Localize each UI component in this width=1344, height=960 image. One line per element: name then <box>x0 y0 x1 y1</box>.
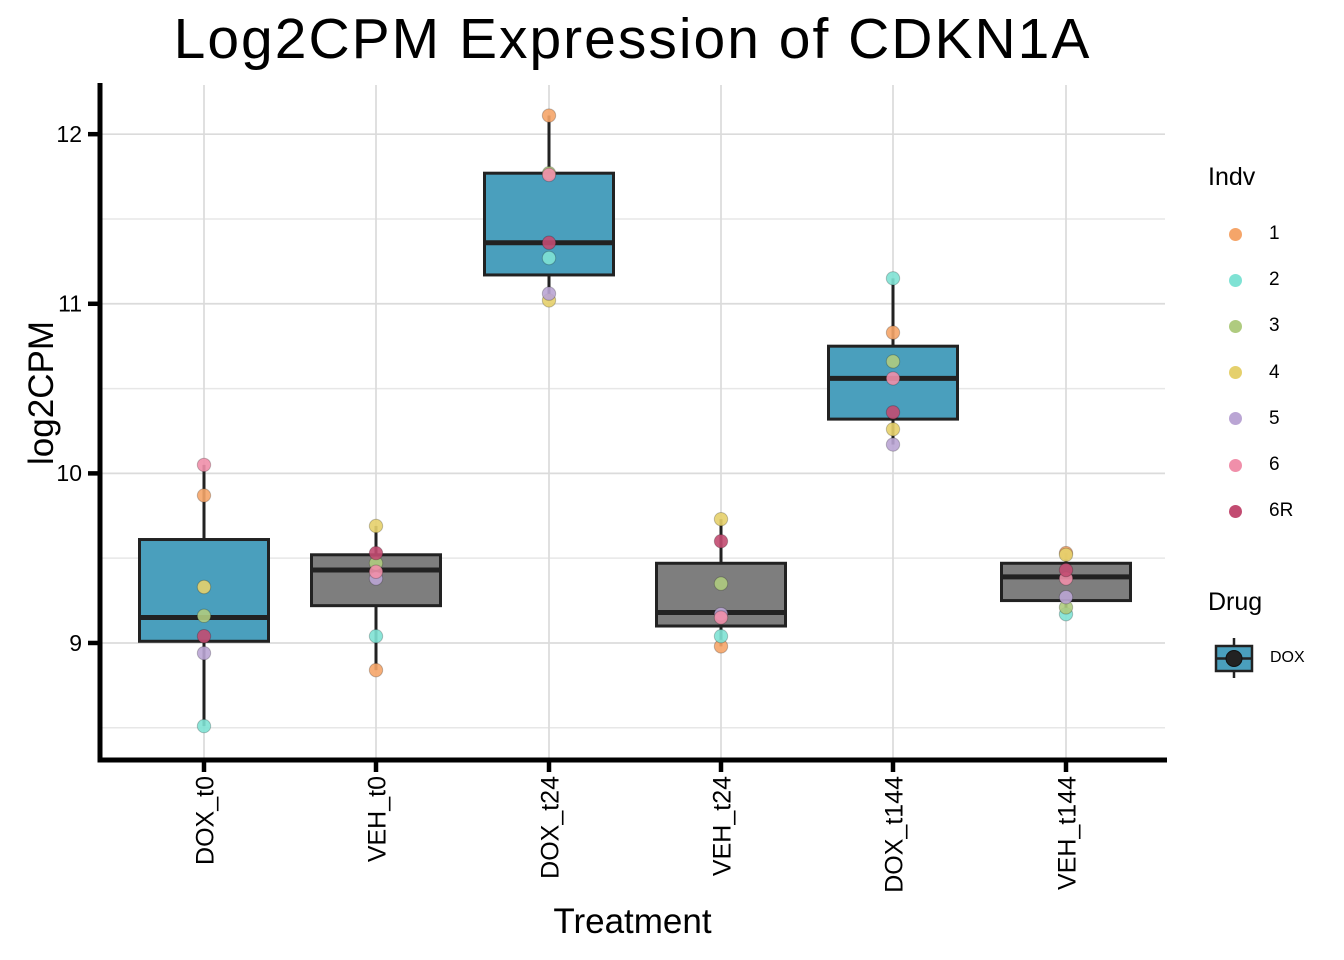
legend-item-indv-1: 1 <box>1206 211 1344 257</box>
point-indv-1 <box>541 108 557 123</box>
point-indv-4 <box>885 422 901 437</box>
point-indv-3 <box>713 576 729 591</box>
legend-drug: Drug DOX <box>1206 588 1344 680</box>
point-indv-2 <box>196 718 212 734</box>
point-indv-5 <box>1058 589 1074 605</box>
x-tick-label: DOX_t144 <box>881 776 909 893</box>
boxplot-DOX_t0 <box>138 464 270 727</box>
point-indv-6 <box>368 564 384 579</box>
legend-item-label: 6R <box>1269 500 1294 522</box>
legend-item-label: 1 <box>1269 223 1280 245</box>
point-indv-1 <box>196 488 212 503</box>
legend-item-label: 2 <box>1269 269 1280 291</box>
point-indv-6 <box>541 167 557 183</box>
y-tick-label: 10 <box>56 460 82 486</box>
point-indv-2 <box>541 250 557 266</box>
legend-item-drug-dox: DOX <box>1206 636 1344 680</box>
x-tick-label: DOX_t24 <box>537 776 565 879</box>
point-indv-4 <box>368 518 384 534</box>
point-indv-4 <box>713 511 729 527</box>
point-indv-6R <box>1058 562 1074 578</box>
x-tick-label: DOX_t0 <box>192 776 220 865</box>
legend-item-label: 4 <box>1269 361 1280 383</box>
legend-item-indv-3: 3 <box>1206 303 1344 349</box>
point-indv-1 <box>368 662 384 678</box>
point-indv-4 <box>196 579 212 595</box>
point-indv-6R <box>885 405 901 420</box>
point-indv-6 <box>713 610 729 625</box>
x-tick-label: VEH_t0 <box>364 776 392 862</box>
point-indv-5 <box>541 286 557 301</box>
point-indv-6 <box>885 371 901 386</box>
indv-color-dot <box>1229 458 1242 472</box>
indv-color-dot <box>1229 227 1242 241</box>
legend-drug-title: Drug <box>1208 588 1263 616</box>
boxplot-key-icon <box>1214 638 1254 678</box>
legend-item-indv-6: 6 <box>1206 442 1344 488</box>
legend-item-indv-2: 2 <box>1206 257 1344 303</box>
point-indv-2 <box>368 628 384 644</box>
y-tick-label: 9 <box>69 630 82 656</box>
indv-color-dot <box>1229 366 1242 380</box>
x-axis-title: Treatment <box>553 902 712 941</box>
x-tick-label: VEH_t144 <box>1054 776 1082 890</box>
legend-item-indv-6R: 6R <box>1206 488 1344 534</box>
legend-item-indv-5: 5 <box>1206 396 1344 442</box>
indv-color-dot <box>1229 504 1242 518</box>
point-indv-2 <box>885 271 901 286</box>
indv-color-dot <box>1229 319 1242 333</box>
indv-color-dot <box>1229 273 1242 287</box>
point-indv-6 <box>196 457 212 473</box>
y-tick-label: 11 <box>58 291 82 317</box>
chart-title: Log2CPM Expression of CDKN1A <box>173 7 1092 71</box>
legend-item-label: DOX <box>1270 649 1305 666</box>
point-indv-6R <box>368 545 384 561</box>
key-point <box>1225 650 1243 667</box>
x-tick-label: VEH_t24 <box>709 776 737 876</box>
point-indv-4 <box>1058 547 1074 562</box>
point-indv-6R <box>541 235 557 250</box>
legend-indv: Indv 1 2 3 4 5 6 6R <box>1206 163 1344 534</box>
point-indv-3 <box>196 608 212 624</box>
y-axis-title: log2CPM <box>22 321 61 465</box>
legend-item-label: 5 <box>1269 407 1280 429</box>
point-indv-6R <box>713 534 729 549</box>
legend-item-label: 3 <box>1269 315 1280 337</box>
point-indv-6R <box>196 628 212 644</box>
legend-item-indv-4: 4 <box>1206 350 1344 396</box>
point-indv-5 <box>885 437 901 452</box>
y-tick-label: 12 <box>56 121 82 147</box>
boxplot-DOX_t24 <box>483 115 615 301</box>
point-indv-2 <box>713 628 729 644</box>
point-indv-5 <box>196 645 212 661</box>
indv-color-dot <box>1229 412 1242 426</box>
legend-indv-title: Indv <box>1208 163 1256 191</box>
point-indv-3 <box>885 354 901 369</box>
legend-item-label: 6 <box>1269 454 1280 476</box>
point-indv-1 <box>885 325 901 340</box>
